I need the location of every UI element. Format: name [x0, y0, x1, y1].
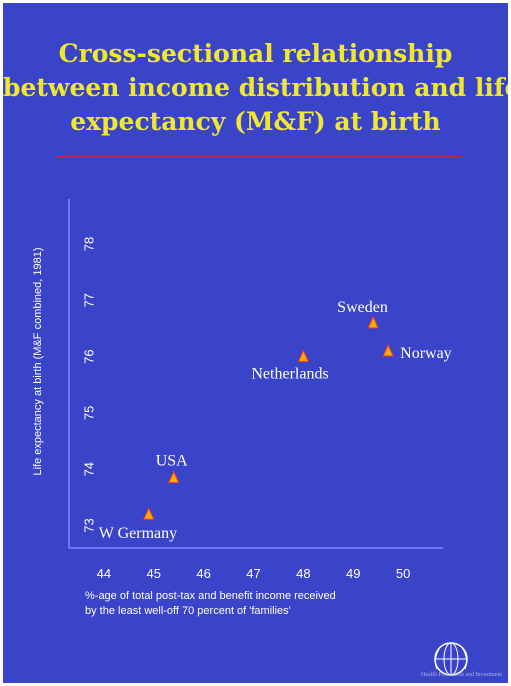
y-tick-label-1: 74 — [82, 462, 97, 476]
x-axis-label-line-1: %-age of total post-tax and benefit inco… — [85, 590, 336, 602]
point-label-1: USA — [156, 453, 188, 470]
point-label-2: Netherlands — [251, 366, 328, 383]
y-tick-label-3: 76 — [82, 349, 97, 363]
data-point-2 — [297, 349, 310, 363]
title-line-2: between income distribution and life — [3, 73, 508, 102]
title-line-3: expectancy (M&F) at birth — [70, 107, 441, 136]
title-underline — [57, 156, 462, 158]
data-point-4 — [382, 343, 394, 357]
who-emblem-icon — [434, 642, 468, 676]
y-tick-label-4: 77 — [82, 293, 97, 307]
x-axis-label-line-2: by the least well-off 70 percent of 'fam… — [85, 605, 291, 617]
slide: Cross-sectional relationship between inc… — [3, 3, 508, 683]
point-label-0: W Germany — [99, 525, 177, 542]
y-tick-label-5: 78 — [82, 237, 97, 251]
chart-title: Cross-sectional relationship between inc… — [3, 37, 508, 139]
x-tick-label-1: 45 — [147, 566, 161, 581]
y-axis-label: Life expectancy at birth (M&F combined, … — [32, 247, 44, 475]
data-point-1 — [167, 470, 180, 484]
data-points: W Germany USA Netherlands Sweden Norway — [99, 299, 452, 542]
y-tick-labels: 73 74 75 76 77 78 — [82, 237, 97, 533]
title-line-1: Cross-sectional relationship — [58, 39, 453, 68]
x-tick-label-4: 48 — [296, 566, 310, 581]
x-tick-label-3: 47 — [246, 566, 260, 581]
y-tick-label-0: 73 — [82, 518, 97, 532]
x-tick-labels: 44 45 46 47 48 49 50 — [97, 566, 411, 581]
y-tick-label-2: 75 — [82, 406, 97, 420]
x-tick-label-0: 44 — [97, 566, 111, 581]
data-point-3 — [367, 315, 379, 329]
x-tick-label-6: 50 — [396, 566, 410, 581]
data-point-0 — [143, 507, 155, 520]
point-label-3: Sweden — [337, 299, 388, 316]
x-tick-label-5: 49 — [346, 566, 360, 581]
point-label-4: Norway — [400, 345, 452, 362]
scatter-plot: 73 74 75 76 77 78 44 45 46 47 48 49 50 Life expecta… — [32, 199, 452, 617]
footer-caption: Health Promotion and Investment — [421, 672, 503, 678]
x-tick-label-2: 46 — [196, 566, 210, 581]
